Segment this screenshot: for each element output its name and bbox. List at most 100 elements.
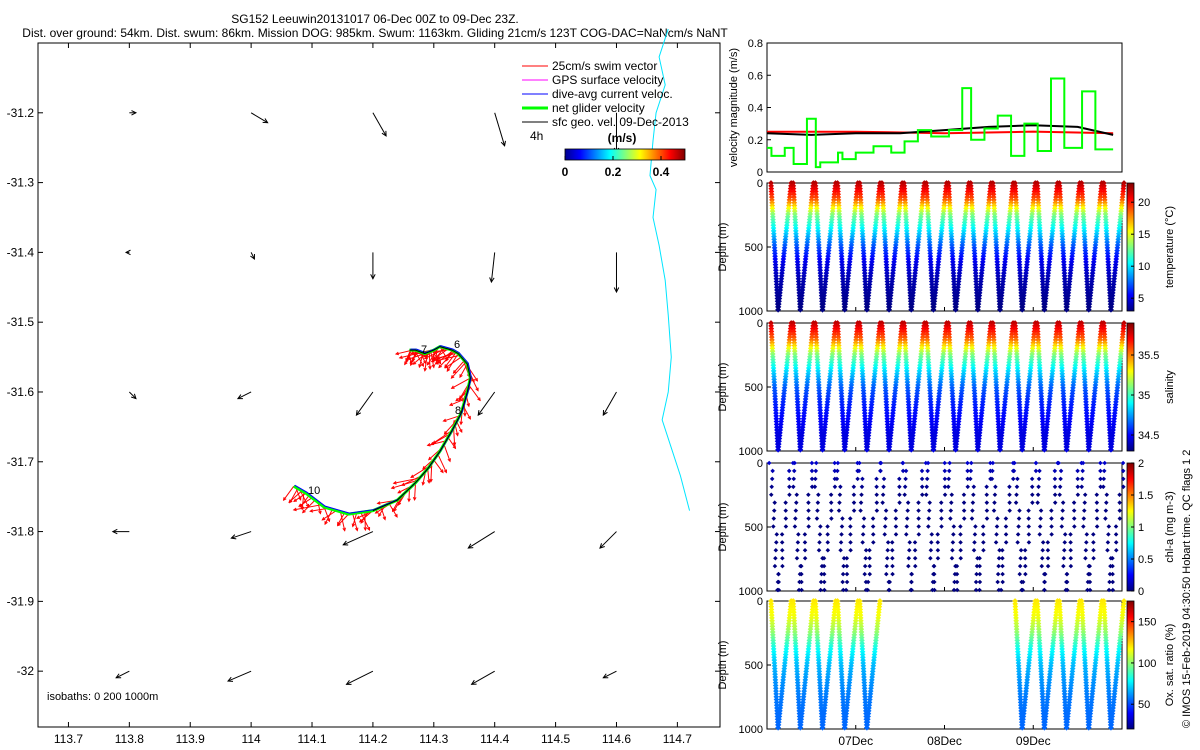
profile-point — [973, 587, 979, 593]
map-xtick-label: 114.7 — [663, 732, 692, 746]
profile-ytick-label: 0 — [757, 318, 763, 330]
map-ytick-label: -31.8 — [7, 525, 35, 539]
swim-vector-head — [455, 397, 460, 402]
profile-colorbar-tick-label: 35 — [1138, 390, 1150, 402]
profile-point — [814, 516, 820, 521]
profile-point — [817, 532, 823, 537]
geo-vector-shaft — [477, 391, 496, 416]
geo-vector-head — [470, 679, 477, 685]
profile-point — [946, 484, 951, 490]
profile-point — [851, 500, 857, 505]
profile-point — [1094, 516, 1100, 521]
geo-vector-shaft — [231, 531, 252, 539]
profile-point — [791, 476, 797, 482]
profile-point — [1000, 548, 1005, 553]
profile-point — [1106, 524, 1112, 529]
profile-point — [829, 508, 834, 513]
profile-point — [927, 500, 932, 505]
profile-point — [844, 571, 850, 577]
geo-vector — [124, 249, 131, 256]
profile-point — [825, 548, 831, 553]
profile-ytick-label: 0 — [757, 596, 763, 608]
geo-vector — [230, 531, 252, 540]
profile-point — [890, 571, 895, 577]
swim-vector-head — [427, 479, 431, 484]
profile-point — [903, 468, 909, 474]
profile-point — [938, 500, 944, 505]
profile-point — [802, 532, 808, 537]
swim-vector — [447, 437, 457, 450]
geo-vector-head — [477, 410, 483, 416]
profile-point — [1064, 579, 1070, 585]
profile-point — [1103, 508, 1109, 513]
profile-point — [1003, 524, 1009, 529]
profile-point — [1045, 548, 1051, 553]
profile-point — [840, 587, 846, 593]
swim-vector-head — [429, 478, 433, 483]
swim-vector-head — [309, 509, 314, 513]
profile-point — [951, 532, 956, 537]
profile-point — [1033, 460, 1039, 466]
profile-point — [1117, 500, 1122, 505]
profile-point — [890, 548, 895, 553]
profile-point — [883, 516, 888, 521]
profile-point — [766, 460, 772, 466]
profile-point — [1094, 508, 1100, 513]
swim-vector-head — [393, 508, 397, 513]
chart-subtitle: Dist. over ground: 54km. Dist. swum: 86k… — [22, 26, 728, 40]
profile-point — [1026, 508, 1031, 513]
swim-vector — [433, 459, 444, 474]
geo-vector — [599, 531, 617, 549]
geo-vector-head — [236, 394, 243, 400]
geo-vector — [342, 531, 374, 546]
profile-point — [1016, 524, 1021, 529]
profile-point — [1049, 532, 1054, 537]
profile-point — [1052, 476, 1058, 482]
profile-point — [812, 484, 818, 490]
swim-vector-shaft — [446, 353, 459, 372]
profile-point — [924, 484, 929, 490]
profile-point — [1014, 484, 1020, 490]
swim-vector-head — [404, 361, 408, 366]
profile-point — [817, 540, 822, 545]
profile-point — [1084, 532, 1090, 537]
profile-point — [919, 484, 925, 490]
swim-vector — [288, 490, 303, 504]
profile-ytick-label: 1000 — [739, 306, 763, 318]
swim-vector-shaft — [424, 352, 429, 371]
geo-vector-head — [500, 140, 506, 147]
profile-point — [860, 532, 866, 537]
profile-point — [839, 524, 845, 529]
geo-vector-shaft — [602, 391, 617, 416]
profile-point — [874, 508, 880, 513]
profile-point — [1030, 500, 1035, 505]
swim-vector-head — [318, 510, 322, 515]
swim-vector-head — [394, 513, 398, 518]
profile-point — [881, 484, 886, 490]
profile-point — [961, 492, 967, 498]
swim-vector-head — [443, 469, 448, 474]
profile-point — [802, 548, 808, 553]
profile-point — [1017, 571, 1022, 577]
geo-vector — [111, 528, 130, 535]
geo-vector — [467, 531, 495, 549]
profile-point — [841, 306, 848, 313]
profile-point — [863, 555, 868, 561]
profile-point — [1110, 587, 1116, 593]
profile-point — [773, 548, 779, 553]
profile-point — [948, 508, 954, 513]
profile-point — [1007, 500, 1012, 505]
profile-point — [919, 468, 925, 474]
profile-point — [958, 540, 963, 545]
swim-vector-head — [423, 367, 427, 372]
profile-point — [1015, 532, 1021, 537]
swim-vector-shaft — [435, 348, 439, 365]
profile-point — [1029, 476, 1035, 482]
swim-vector-head — [438, 364, 442, 369]
profile-point — [860, 476, 865, 482]
profile-colorbar-tick-label: 34.5 — [1138, 430, 1159, 442]
profile-point — [1052, 492, 1058, 498]
